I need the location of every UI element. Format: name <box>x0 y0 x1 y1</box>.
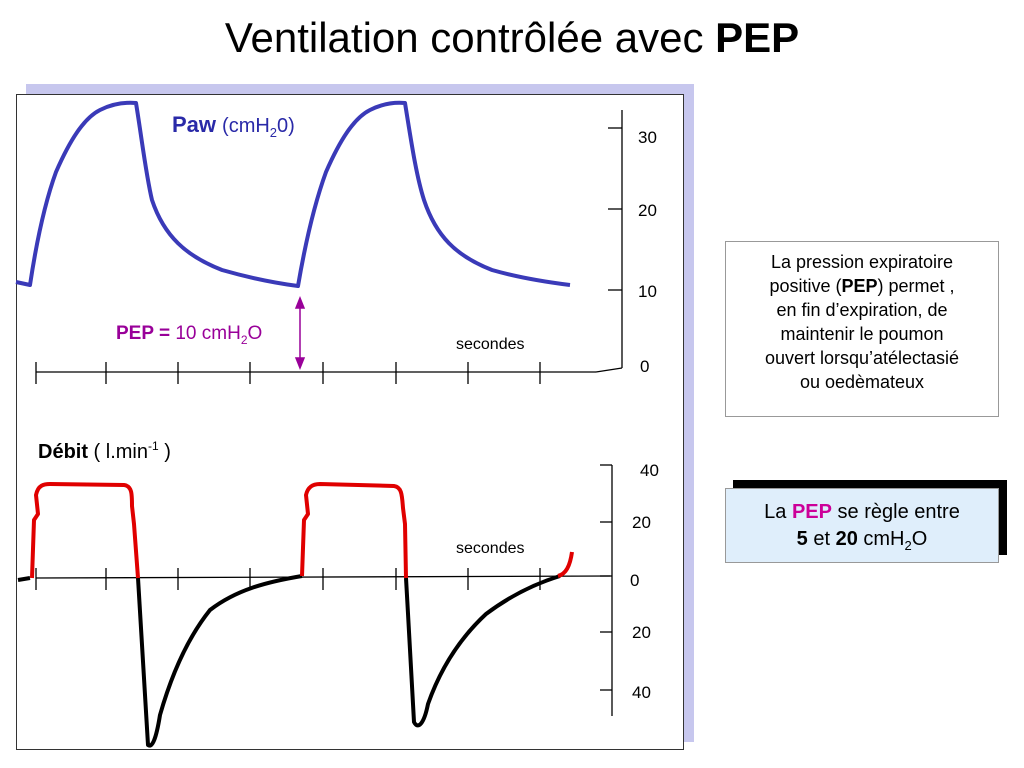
info-line-4: maintenir le poumon <box>780 324 944 344</box>
flow-label: Débit ( l.min-1 ) <box>38 439 171 463</box>
flow-tick-20-top: 20 <box>632 513 651 532</box>
pep-range-line-1: La PEP se règle entre <box>764 501 960 523</box>
paw-tick-10: 10 <box>638 282 657 301</box>
flow-y-ticks <box>600 464 612 691</box>
title-text: Ventilation contrôlée avec <box>224 14 716 61</box>
info-line-2: positive (PEP) permet , <box>769 276 955 296</box>
paw-curve <box>15 100 571 288</box>
chart-panel <box>16 94 684 750</box>
paw-x-label: secondes <box>456 336 525 353</box>
flow-tick-20-bottom: 20 <box>632 623 651 642</box>
flow-chart: Débit ( l.min-1 ) 40 20 0 20 40 seconde <box>17 439 659 748</box>
info-line-6: ou oedèmateux <box>799 372 925 392</box>
paw-x-ticks <box>35 362 541 384</box>
pep-arrow <box>294 295 306 371</box>
flow-tick-40-bottom: 40 <box>632 683 651 702</box>
paw-x-axis-end <box>595 367 623 373</box>
paw-tick-20: 20 <box>638 201 657 220</box>
flow-x-ticks <box>35 568 541 590</box>
pep-range-box: La PEP se règle entre 5 et 20 cmH2O <box>725 488 999 563</box>
info-line-3: en fin d’expiration, de <box>776 300 948 320</box>
info-box: La pression expiratoire positive (PEP) p… <box>725 241 999 417</box>
flow-tick-0: 0 <box>630 571 639 590</box>
pep-range-line-2: 5 et 20 cmH2O <box>796 528 928 553</box>
flow-inspiration-curve <box>30 482 574 579</box>
info-line-1: La pression expiratoire <box>770 252 954 272</box>
slide-title: Ventilation contrôlée avec PEP <box>0 14 1024 62</box>
pep-label: PEP = 10 cmH2O <box>116 323 262 347</box>
title-bold: PEP <box>715 14 800 61</box>
paw-chart: 30 20 10 0 secondes Paw (cmH20) PEP = 10 … <box>15 100 657 384</box>
flow-expiration-curve <box>17 574 561 748</box>
paw-tick-30: 30 <box>638 128 657 147</box>
flow-x-label: secondes <box>456 540 525 557</box>
paw-label: Paw (cmH20) <box>172 112 295 140</box>
info-line-5: ouvert lorsqu’atélectasié <box>764 348 960 368</box>
flow-tick-40-top: 40 <box>640 461 659 480</box>
paw-tick-0: 0 <box>640 357 649 376</box>
paw-y-ticks <box>608 127 622 291</box>
